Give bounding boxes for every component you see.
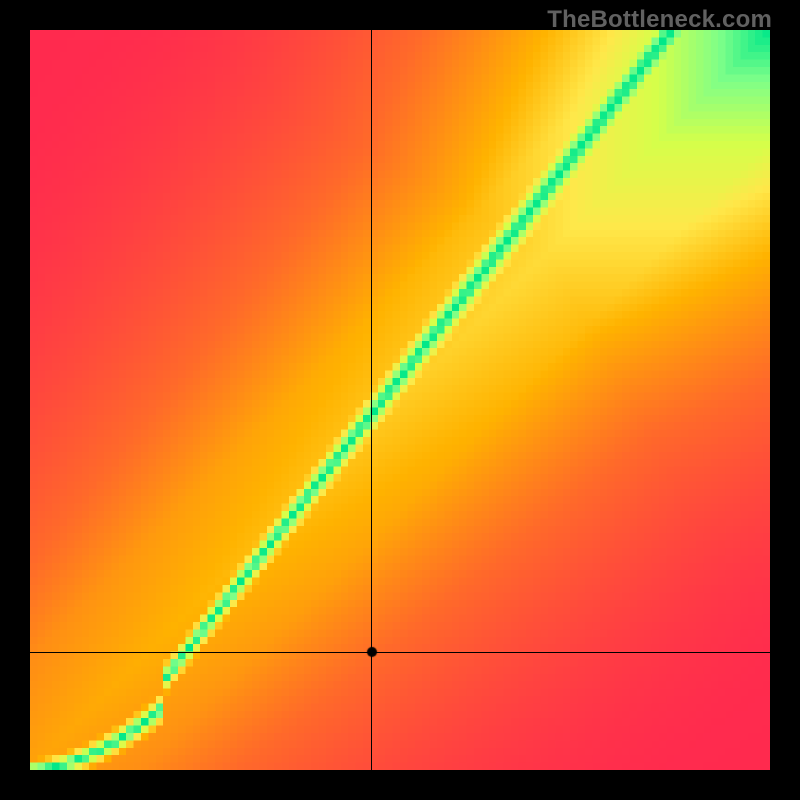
crosshair-marker bbox=[366, 646, 378, 658]
crosshair-vertical bbox=[371, 30, 372, 770]
bottleneck-heatmap bbox=[30, 30, 770, 770]
crosshair-horizontal bbox=[30, 652, 770, 653]
